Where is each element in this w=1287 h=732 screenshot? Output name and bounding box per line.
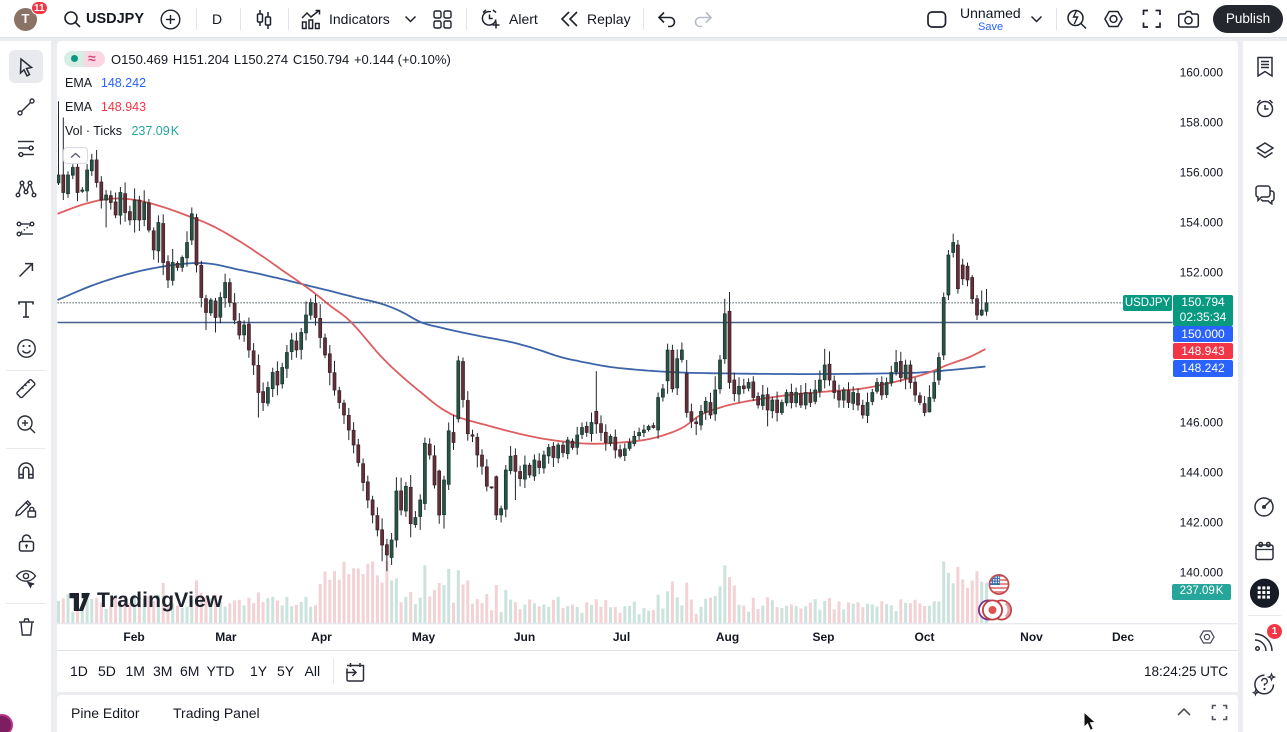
svg-text:Sep: Sep [812,630,834,644]
svg-text:146.000: 146.000 [1179,416,1223,430]
svg-text:Mar: Mar [215,630,237,644]
svg-text:Feb: Feb [123,630,144,644]
svg-text:152.000: 152.000 [1179,266,1223,280]
svg-text:158.000: 158.000 [1179,116,1223,130]
svg-text:Jun: Jun [513,630,534,644]
svg-text:Dec: Dec [1111,630,1133,644]
svg-text:144.000: 144.000 [1179,466,1223,480]
svg-text:Jul: Jul [612,630,629,644]
svg-text:Nov: Nov [1020,630,1043,644]
svg-text:156.000: 156.000 [1179,166,1223,180]
svg-text:May: May [411,630,435,644]
svg-text:140.000: 140.000 [1179,566,1223,580]
svg-text:Aug: Aug [715,630,738,644]
svg-text:142.000: 142.000 [1179,516,1223,530]
svg-text:Oct: Oct [914,630,934,644]
svg-text:154.000: 154.000 [1179,216,1223,230]
svg-text:160.000: 160.000 [1179,66,1223,80]
svg-text:Apr: Apr [311,630,332,644]
